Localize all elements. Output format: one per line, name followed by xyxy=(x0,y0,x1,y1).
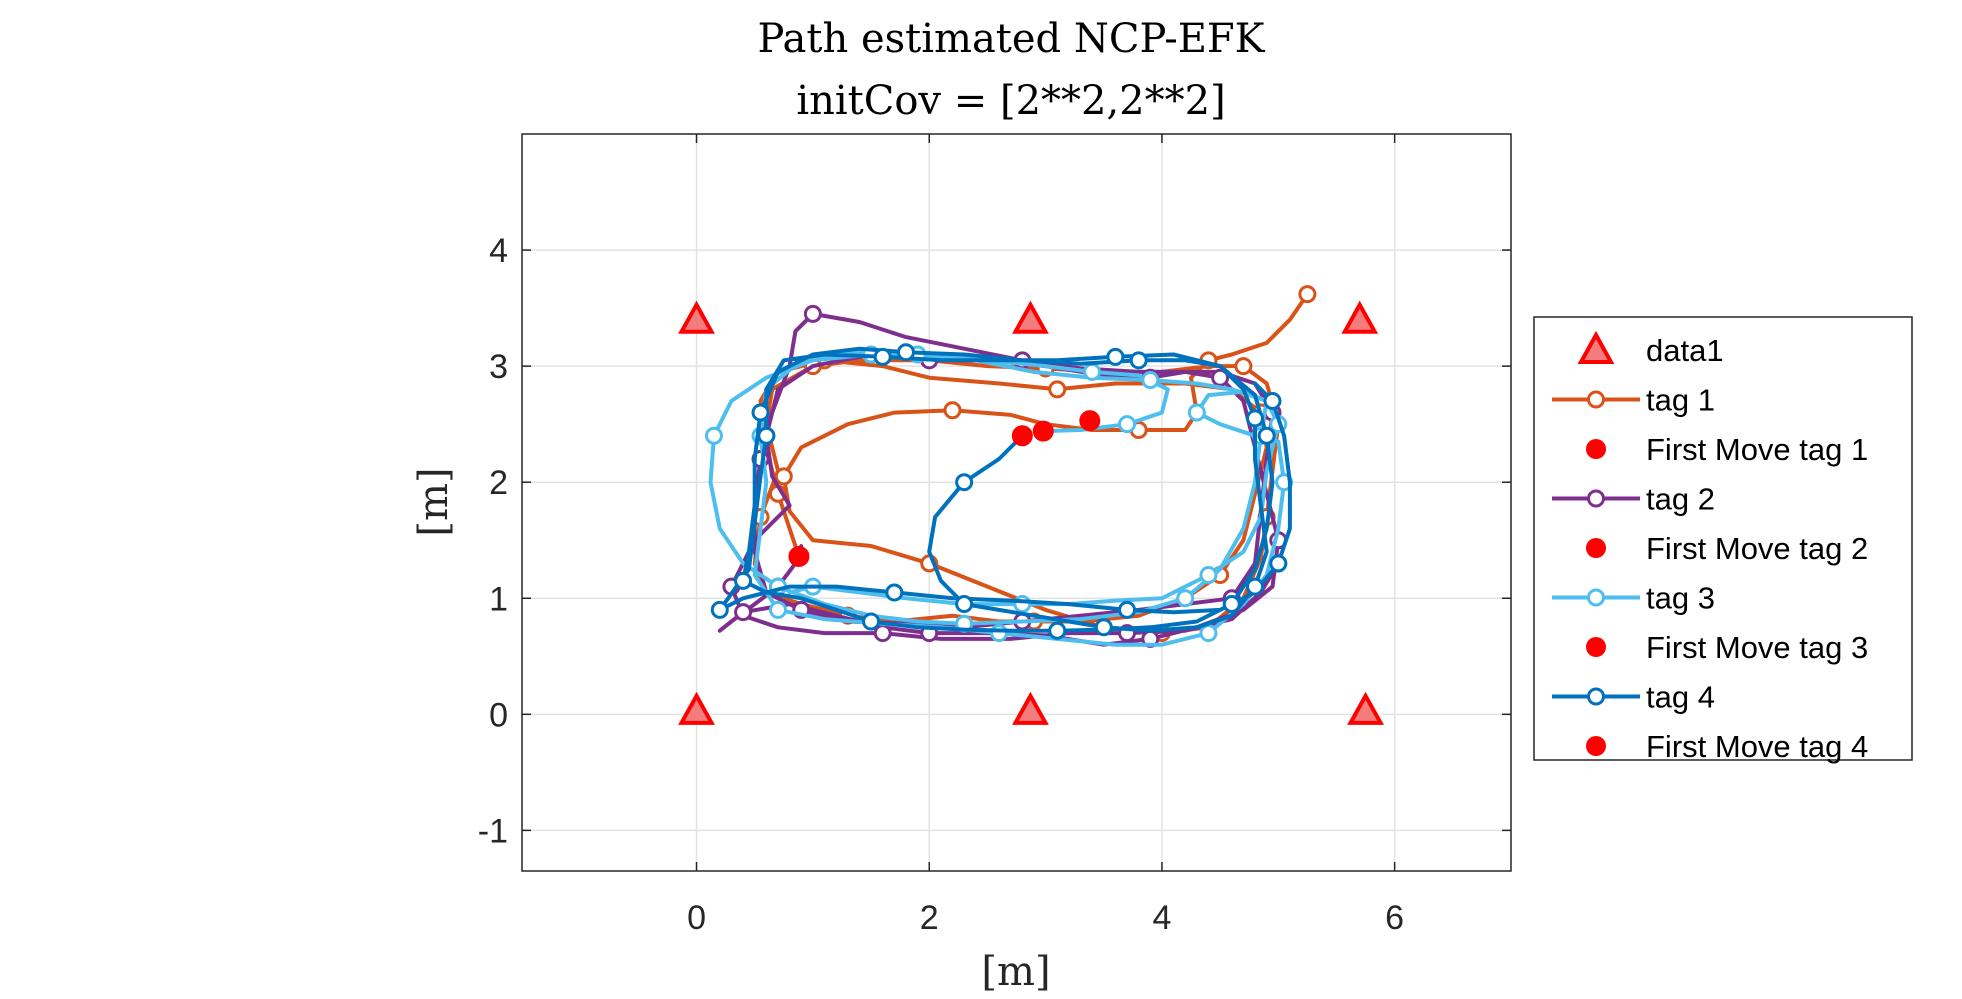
legend: data1 tag 1 First Move tag 1 tag 2 First Mov… xyxy=(1533,316,1913,764)
tag-4-marker xyxy=(955,473,974,492)
tag-3-marker xyxy=(1176,589,1195,608)
x-tick-label: 6 xyxy=(1385,899,1404,937)
tag-paths xyxy=(704,285,1317,648)
tag-3-marker xyxy=(1187,403,1206,422)
tag-3-marker xyxy=(768,600,787,619)
tag-4-marker xyxy=(1129,351,1148,370)
y-tick-label: 2 xyxy=(489,464,508,502)
tag-3-marker xyxy=(1013,595,1032,614)
axis-ticks: 0 2 4 6 -1 0 1 2 3 4 xyxy=(478,134,1511,937)
tag-3-marker xyxy=(990,624,1009,643)
tag-4-marker xyxy=(1263,391,1282,410)
x-tick-label: 0 xyxy=(687,899,706,937)
legend-symbol-first-move xyxy=(1586,538,1606,558)
anchor-marker xyxy=(1012,691,1049,725)
tag-1-marker xyxy=(774,467,793,486)
tag-4-marker xyxy=(1106,347,1125,366)
y-tick-label: 0 xyxy=(489,696,508,734)
anchor-marker xyxy=(1012,300,1049,334)
y-tick-label: 3 xyxy=(489,348,508,386)
tag-2-marker xyxy=(1211,368,1230,387)
tag-3-marker xyxy=(1141,371,1160,390)
tag-4-marker xyxy=(1269,554,1288,573)
tag-4-marker xyxy=(955,595,974,614)
tag-3-marker xyxy=(1083,362,1102,381)
legend-label: First Move tag 4 xyxy=(1646,729,1868,764)
tag-3-marker xyxy=(1199,624,1218,643)
tag-3-marker xyxy=(704,426,723,445)
tag-4-marker xyxy=(896,343,915,362)
chart-subtitle: initCov = [2**2,2**2] xyxy=(796,78,1225,124)
legend-symbol-marker xyxy=(1587,687,1605,706)
plot-frame xyxy=(521,133,1512,872)
tag-4-marker xyxy=(885,583,904,602)
first-move-tag-4 xyxy=(1011,425,1033,447)
anchor-marker xyxy=(678,300,715,334)
tag-4-marker xyxy=(710,600,729,619)
tag-4-marker xyxy=(1246,409,1265,428)
legend-label: tag 3 xyxy=(1646,581,1715,616)
legend-symbol-marker xyxy=(1587,489,1605,508)
legend-label: data1 xyxy=(1646,333,1724,368)
tag-4-marker xyxy=(1257,426,1276,445)
first-move-tag-1 xyxy=(788,545,810,567)
grid xyxy=(522,134,1511,871)
legend-symbol-data1 xyxy=(1577,330,1615,364)
y-axis-label: [m] xyxy=(411,467,457,536)
first-move-tag-3 xyxy=(1032,420,1054,442)
legend-symbol-first-move xyxy=(1586,439,1606,459)
tag-3-marker xyxy=(1118,415,1137,434)
plot-area xyxy=(522,134,1511,871)
tag-4-marker xyxy=(1246,577,1265,596)
tag-4-marker xyxy=(734,571,753,590)
tag-2-marker xyxy=(734,603,753,622)
tag-1-marker xyxy=(1298,285,1317,304)
legend-symbol-marker xyxy=(1587,390,1605,409)
tag-4-marker xyxy=(1094,618,1113,637)
tag-4-marker xyxy=(757,426,776,445)
legend-label: tag 2 xyxy=(1646,482,1715,517)
tag-1-marker xyxy=(1234,357,1253,376)
tag-3-marker xyxy=(1199,566,1218,585)
tag-4-marker xyxy=(1048,621,1067,640)
chart-title: Path estimated NCP-EFK xyxy=(757,16,1265,62)
legend-symbol-marker xyxy=(1587,588,1605,607)
x-tick-label: 2 xyxy=(920,899,939,937)
anchor-markers xyxy=(678,300,1384,725)
x-tick-label: 4 xyxy=(1152,899,1171,937)
legend-label: First Move tag 3 xyxy=(1646,630,1868,665)
y-tick-label: -1 xyxy=(478,812,508,850)
first-move-tag-2 xyxy=(1079,410,1101,432)
tag-1-marker xyxy=(1048,380,1067,399)
anchor-marker xyxy=(1347,691,1384,725)
legend-label: tag 4 xyxy=(1646,680,1715,715)
legend-symbol-first-move xyxy=(1586,736,1606,756)
tag-4-marker xyxy=(873,347,892,366)
y-tick-label: 4 xyxy=(489,232,508,270)
legend-label: First Move tag 2 xyxy=(1646,531,1868,566)
legend-label: First Move tag 1 xyxy=(1646,432,1868,467)
anchor-marker xyxy=(1341,300,1379,334)
tag-2-marker xyxy=(873,624,892,643)
anchor-marker xyxy=(678,691,715,725)
tag-4-marker xyxy=(751,403,770,422)
legend-label: tag 1 xyxy=(1646,383,1715,418)
tag-2-marker xyxy=(803,304,822,323)
y-tick-label: 1 xyxy=(489,580,508,618)
tag-4-marker xyxy=(1222,595,1241,614)
tag-4-marker xyxy=(862,612,881,631)
tag-4-marker xyxy=(1118,600,1137,619)
legend-symbol-first-move xyxy=(1586,637,1606,657)
tag-1-marker xyxy=(943,401,962,420)
first-move-markers xyxy=(788,410,1101,567)
x-axis-label: [m] xyxy=(981,949,1050,995)
